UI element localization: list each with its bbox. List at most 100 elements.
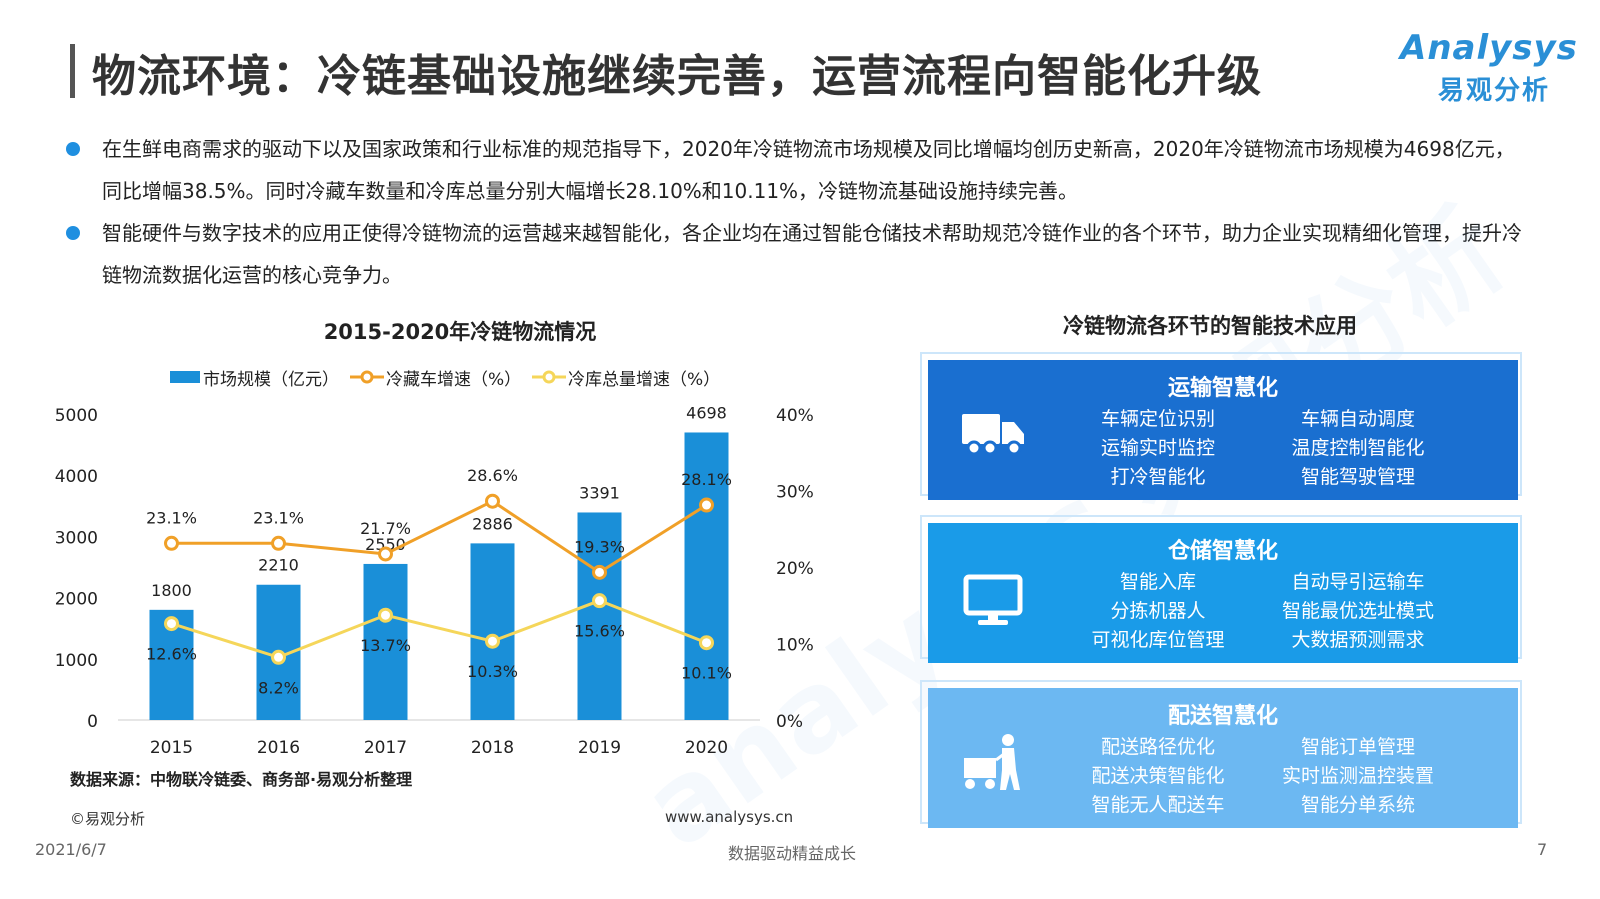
feature-item: 车辆定位识别 [1100,408,1215,430]
page-number: 7 [1537,840,1548,859]
line-point [485,493,500,509]
card-title: 运输智慧化 [1167,376,1278,401]
x-tick-label: 2018 [471,738,514,758]
legend-label: 冷库总量增速（%） [568,370,721,390]
delivery-person-icon [964,734,1020,790]
feature-item: 配送路径优化 [1100,736,1215,758]
feature-item: 智能分单系统 [1300,794,1415,816]
line-point [592,564,607,580]
feature-item: 车辆自动调度 [1300,408,1415,430]
card-title: 仓储智慧化 [1167,539,1278,564]
y-left-tick-label: 1000 [55,651,98,671]
legend-line-swatch [350,370,384,384]
card-right-column: 车辆自动调度 温度控制智能化 智能驾驶管理 [1258,405,1458,492]
legend-label: 冷藏车增速（%） [386,370,522,390]
monitor-icon [963,574,1023,625]
y-right-tick-label: 0% [776,712,803,732]
card-left-column: 车辆定位识别 运输实时监控 打冷智能化 [1058,405,1258,492]
card-left-column: 配送路径优化 配送决策智能化 智能无人配送车 [1058,733,1258,820]
card-title: 配送智慧化 [1167,704,1278,729]
logo-english: Analysys [1400,28,1578,68]
cold-chain-chart: 0 1000 2000 3000 4000 5000 0% 10% 20% 30% 40% 2015 2… [55,403,814,758]
bullet-text: 智能硬件与数字技术的应用正使得冷链物流的运营越来越智能化，各企业均在通过智能仓储… [102,221,1522,287]
feature-item: 大数据预测需求 [1291,629,1425,651]
legend-bar-swatch [170,371,200,383]
line-point [271,649,286,665]
x-tick-label: 2016 [257,738,300,758]
line-point [164,535,179,551]
bullet-dot-icon [66,142,80,156]
line-point [164,616,179,632]
page-title: 物流环境：冷链基础设施继续完善，运营流程向智能化升级 [92,51,1262,102]
line-point [699,635,714,651]
panel-title: 冷链物流各环节的智能技术应用 [1063,314,1357,338]
x-tick-label: 2020 [685,738,728,758]
x-tick-label: 2017 [364,738,407,758]
line-data-label: 23.1% [146,508,197,527]
x-tick-label: 2015 [150,738,193,758]
feature-item: 运输实时监控 [1100,437,1215,459]
line-data-label: 28.6% [467,466,518,485]
analysys-logo: Analysys 易观分析 [1400,28,1577,108]
series-line [171,599,708,659]
feature-item: 配送决策智能化 [1091,765,1225,787]
feature-item: 打冷智能化 [1110,466,1206,488]
slogan: 数据驱动精益成长 [728,844,857,863]
line-data-label: 28.1% [681,470,732,489]
title-accent-bar [70,44,75,98]
y-left-tick-label: 2000 [55,590,98,610]
feature-item: 智能驾驶管理 [1300,466,1415,488]
feature-item: 实时监测温控装置 [1281,765,1434,787]
bullet-item: 在生鲜电商需求的驱动下以及国家政策和行业标准的规范指导下，2020年冷链物流市场… [66,128,1526,212]
bar-data-label: 1800 [151,581,192,600]
bar [470,543,515,720]
y-right-tick-label: 40% [776,406,814,426]
bar [684,432,729,720]
website-link[interactable]: www.analysys.cn [665,808,794,826]
series-line [171,499,708,575]
line-point [592,593,607,609]
logo-chinese: 易观分析 [1438,76,1551,106]
y-right-tick-label: 20% [776,559,814,579]
bar-data-label: 4698 [686,403,727,422]
line-point [378,607,393,623]
line-data-label: 13.7% [360,636,411,655]
feature-item: 智能入库 [1119,571,1196,593]
legend-line-swatch [532,370,566,384]
bar-data-label: 2886 [472,514,513,533]
card-delivery: 配送智慧化 配送路径优化 配送决策智能化 智能无人配送车 智能订单管理 实时监测… [928,688,1518,828]
card-right-column: 智能订单管理 实时监测温控装置 智能分单系统 [1258,733,1458,820]
chart-title: 2015-2020年冷链物流情况 [323,320,597,344]
line-point [271,535,286,551]
legend-label: 市场规模（亿元） [203,370,339,390]
y-left-tick-label: 5000 [55,406,98,426]
line-data-label: 21.7% [360,519,411,538]
feature-item: 智能无人配送车 [1091,794,1225,816]
bullet-dot-icon [66,226,80,240]
line-data-label: 8.2% [258,678,299,697]
bullet-item: 智能硬件与数字技术的应用正使得冷链物流的运营越来越智能化，各企业均在通过智能仓储… [66,212,1526,296]
y-left-tick-label: 0 [87,712,98,732]
line-data-label: 10.1% [681,664,732,683]
card-warehouse: 仓储智慧化 智能入库 分拣机器人 可视化库位管理 自动导引运输车 智能最优选址模… [928,523,1518,663]
line-data-label: 12.6% [146,645,197,664]
bar-data-label: 2210 [258,556,299,575]
card-left-column: 智能入库 分拣机器人 可视化库位管理 [1058,568,1258,655]
x-tick-label: 2019 [578,738,621,758]
y-right-tick-label: 10% [776,636,814,656]
y-left-tick-label: 3000 [55,528,98,548]
feature-item: 智能最优选址模式 [1281,600,1434,622]
bar [577,512,622,720]
data-source: 数据来源：中物联冷链委、商务部·易观分析整理 [70,770,413,789]
line-point [378,546,393,562]
line-point [485,633,500,649]
truck-icon [962,414,1024,456]
copyright: ©易观分析 [70,810,146,828]
date: 2021/6/7 [35,840,107,859]
card-transport: 运输智慧化 车辆定位识别 运输实时监控 打冷智能化 车辆自动调度 温度控制智能化… [928,360,1518,500]
feature-item: 可视化库位管理 [1091,629,1225,651]
line-data-label: 10.3% [467,662,518,681]
line-data-label: 23.1% [253,508,304,527]
line-point [699,497,714,513]
line-data-label: 19.3% [574,537,625,556]
